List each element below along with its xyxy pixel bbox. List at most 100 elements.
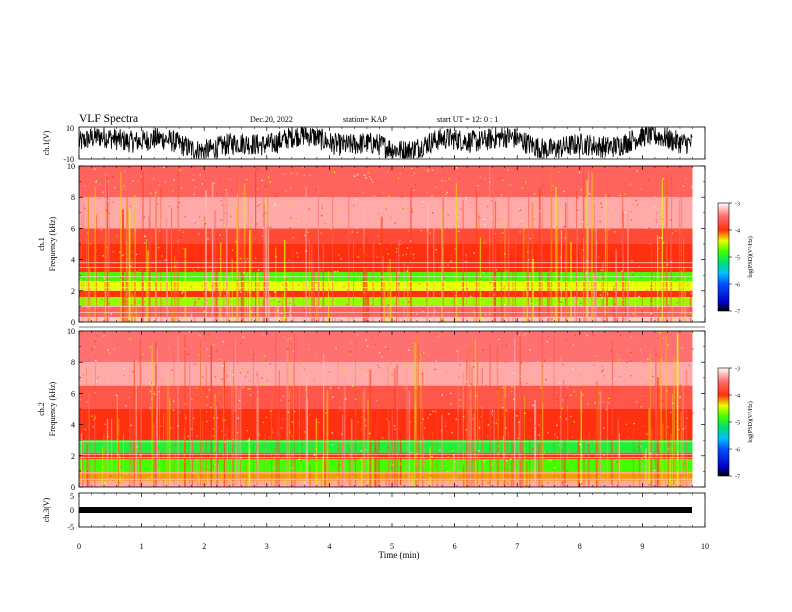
spectrogram-speckle (631, 260, 633, 262)
spectrogram-streak (371, 455, 374, 487)
spectrogram-speckle (340, 433, 343, 435)
spectrogram-speckle (361, 279, 363, 282)
spectrogram-speckle (439, 334, 441, 336)
spectrogram-speckle (191, 428, 193, 430)
spectrogram-streak (315, 298, 318, 322)
spectrogram-speckle (427, 417, 429, 419)
spectrogram-speckle (278, 301, 280, 303)
spectrogram-speckle (387, 171, 389, 173)
spectrogram-speckle (228, 440, 231, 442)
spectrogram-streak (441, 414, 443, 487)
spectrogram-speckle (274, 349, 276, 351)
spectrogram-streak (194, 297, 196, 322)
spectrogram-speckle (304, 250, 306, 253)
spectrogram-speckle (593, 364, 595, 366)
spectrogram-speckle (675, 235, 677, 237)
spectrogram-speckle (643, 361, 646, 363)
spectrogram-speckle (657, 208, 659, 210)
frequency-tick-label: 2 (71, 452, 75, 461)
spectrogram-speckle (343, 409, 345, 411)
spectrogram-streak (538, 443, 540, 487)
spectrogram-streak (94, 413, 96, 487)
spectrogram-speckle (110, 313, 112, 315)
spectrogram-speckle (135, 205, 137, 208)
spectrogram-speckle (264, 240, 266, 242)
spectrogram-speckle (207, 238, 209, 240)
spectrogram-speckle (501, 261, 504, 263)
spectrogram-streak (165, 408, 167, 487)
spectrogram-speckle (152, 276, 155, 278)
spectrogram-streak (273, 456, 276, 487)
spectrogram-speckle (588, 454, 590, 457)
spectrogram-speckle (218, 444, 220, 446)
spectrogram-streak (666, 179, 668, 322)
spectrogram-speckle (608, 402, 610, 404)
spectrogram-speckle (689, 245, 692, 248)
spectrogram-speckle (653, 196, 656, 198)
spectrogram-speckle (502, 406, 504, 409)
spectrogram-band (79, 297, 693, 307)
spectrogram-speckle (630, 375, 632, 377)
spectrogram-speckle (341, 425, 343, 428)
spectrogram-streak (682, 385, 684, 487)
spectrogram-streak (362, 390, 364, 487)
spectrogram-speckle (496, 419, 498, 421)
spectrogram-speckle (112, 251, 114, 253)
spectrogram-speckle (405, 180, 407, 183)
spectrogram-speckle (280, 399, 282, 401)
spectrogram-speckle (411, 452, 413, 454)
spectrogram-speckle (173, 400, 175, 402)
spectrogram-streak (228, 298, 229, 322)
spectrogram-speckle (459, 399, 461, 401)
spectrogram-speckle (408, 341, 410, 343)
spectrogram-streak (148, 257, 150, 322)
spectrogram-speckle (580, 288, 583, 291)
spectrogram-streak (285, 278, 287, 322)
spectrogram-speckle (567, 470, 569, 473)
spectrogram-speckle (360, 450, 363, 452)
spectrogram-speckle (212, 465, 214, 467)
spectrogram-speckle (536, 449, 538, 452)
spectrogram-speckle (411, 208, 413, 210)
spectrogram-speckle (353, 204, 355, 206)
spectrogram-speckle (593, 309, 596, 311)
spectrogram-streak (162, 299, 163, 322)
spectrogram-speckle (159, 481, 162, 483)
spectrogram-streak (81, 411, 83, 487)
spectrogram-speckle (234, 445, 237, 447)
spectrogram-speckle (379, 450, 381, 452)
spectrogram-speckle (157, 449, 160, 451)
spectrogram-speckle (512, 431, 514, 434)
spectrogram-streak (327, 271, 329, 322)
spectrogram-streak (466, 358, 467, 487)
spectrogram-streak (292, 248, 294, 322)
spectrogram-speckle (458, 187, 461, 190)
spectrogram-speckle (137, 457, 140, 459)
spectrogram-speckle (331, 444, 333, 446)
spectrogram-speckle (670, 219, 672, 221)
spectrogram-speckle (85, 250, 87, 252)
spectrogram-speckle (355, 199, 358, 201)
spectrogram-speckle (534, 470, 536, 472)
spectrogram-speckle (505, 414, 507, 417)
spectrogram-speckle (247, 388, 250, 390)
spectrogram-streak (218, 464, 219, 487)
spectrogram-speckle (507, 479, 509, 481)
spectrogram-speckle (408, 440, 410, 442)
spectrogram-speckle (291, 421, 294, 423)
spectrogram-speckle (257, 269, 260, 271)
spectrogram-speckle (594, 402, 597, 404)
spectrogram-speckle (182, 291, 184, 293)
spectrogram-speckle (201, 183, 204, 185)
spectrogram-speckle (601, 370, 603, 373)
spectrogram-speckle (673, 473, 675, 476)
spectrogram-streak (285, 337, 287, 487)
spectrogram-speckle (303, 284, 306, 286)
spectrogram-speckle (573, 390, 575, 393)
spectrogram-speckle (154, 442, 156, 444)
spectrogram-speckle (545, 378, 547, 381)
spectrogram-speckle (167, 418, 169, 421)
spectrogram-streak (622, 187, 624, 322)
spectrogram-streak (672, 393, 673, 487)
spectrogram-speckle (473, 366, 475, 368)
